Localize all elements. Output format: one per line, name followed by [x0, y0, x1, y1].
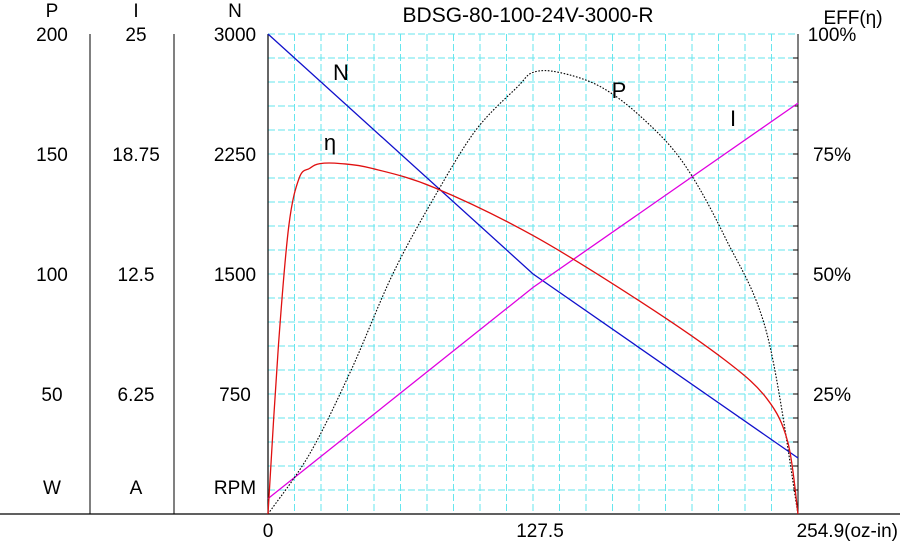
p-axis-header: P: [46, 1, 59, 22]
p-axis-tick-label: 200: [36, 25, 68, 46]
chart-title: BDSG-80-100-24V-3000-R: [403, 4, 654, 27]
series-n-line: [267, 33, 799, 459]
curve-label-n: N: [333, 60, 349, 85]
p-axis-unit: W: [43, 478, 61, 499]
series-p-line: [267, 70, 799, 515]
series-i-line: [267, 102, 799, 500]
series-eta-line: [267, 162, 799, 515]
eff-axis-tick-label: 75%: [813, 145, 851, 166]
n-axis-tick-label: 2250: [214, 145, 256, 166]
x-axis-tick-label: 254.9(oz-in): [797, 521, 898, 542]
n-axis-tick-label: 3000: [214, 25, 256, 46]
grid: [268, 33, 799, 514]
n-axis-tick-label: 1500: [214, 265, 256, 286]
labels: BDSG-80-100-24V-3000-R EFF(η) N I Pη P W 50 10…: [36, 1, 898, 542]
i-axis-header: I: [133, 1, 138, 22]
curve-label-p: P: [612, 78, 627, 103]
series: [267, 33, 799, 515]
x-axis-tick-label: 127.5: [516, 521, 564, 542]
curve-label-i: I: [730, 106, 736, 131]
eff-axis-header: EFF(η): [823, 8, 882, 29]
i-axis-tick-label: 12.5: [118, 265, 155, 286]
right-axis-minor-ticks: [793, 57, 798, 491]
i-axis-tick-label: 6.25: [118, 385, 155, 406]
i-axis-unit: A: [130, 478, 143, 499]
i-axis-tick-label: 18.75: [112, 145, 160, 166]
curve-label-eta: η: [324, 130, 336, 155]
p-axis-tick-label: 50: [41, 385, 62, 406]
eff-axis-tick-label: 100%: [808, 25, 857, 46]
n-axis-tick-label: 750: [219, 385, 251, 406]
eff-axis-tick-label: 50%: [813, 265, 851, 286]
eff-axis-tick-label: 25%: [813, 385, 851, 406]
p-axis-tick-label: 150: [36, 145, 68, 166]
n-axis-header: N: [228, 1, 242, 22]
p-axis-tick-label: 100: [36, 265, 68, 286]
x-axis-tick-label: 0: [263, 521, 274, 542]
i-axis-tick-label: 25: [125, 25, 146, 46]
n-axis-unit: RPM: [214, 478, 256, 499]
